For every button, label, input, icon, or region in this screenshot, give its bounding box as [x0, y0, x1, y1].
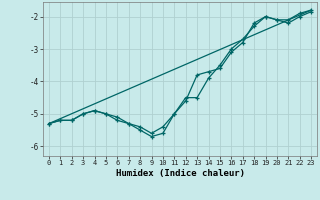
X-axis label: Humidex (Indice chaleur): Humidex (Indice chaleur): [116, 169, 244, 178]
